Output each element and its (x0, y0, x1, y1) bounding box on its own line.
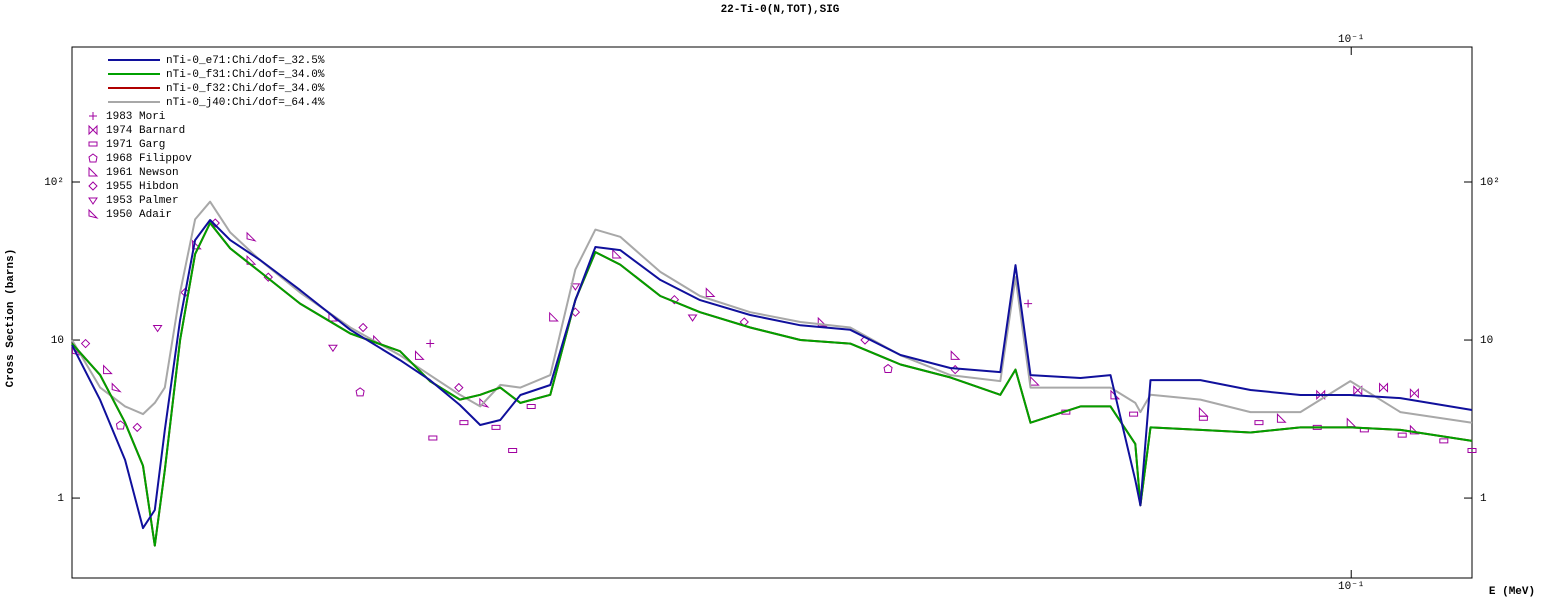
legend-marker (88, 208, 99, 219)
data-point (508, 447, 518, 453)
data-point (526, 403, 536, 409)
chart-title: 22-Ti-0(N,TOT),SIG (721, 4, 840, 16)
data-point (1254, 420, 1264, 426)
legend-marker (88, 197, 98, 205)
plot-frame (71, 46, 1473, 579)
y-tick-label: 1 (57, 493, 64, 505)
data-point (1316, 389, 1326, 401)
series-line (71, 222, 1473, 547)
data-point (1353, 385, 1363, 396)
legend-marker (89, 112, 97, 120)
data-point (1409, 388, 1419, 399)
y-tick-label: 10² (1480, 177, 1500, 189)
legend-label: 1968 Filippov (106, 153, 192, 165)
legend-label: 1971 Garg (106, 139, 165, 151)
data-point (705, 287, 716, 297)
data-point (1198, 415, 1208, 421)
legend-marker (88, 141, 98, 147)
x-tick-label: 10⁻¹ (1338, 34, 1364, 46)
data-point (1129, 411, 1139, 417)
legend-label: nTi-0_e71:Chi/dof=_32.5% (166, 55, 325, 67)
data-point (687, 314, 698, 322)
series-line (71, 219, 1473, 530)
legend-label: nTi-0_f31:Chi/dof=_34.0% (166, 69, 325, 81)
legend-marker (88, 181, 98, 191)
data-point (358, 322, 368, 333)
data-point (669, 294, 680, 305)
legend-marker (88, 124, 98, 136)
x-axis-label: E (MeV) (1489, 586, 1535, 598)
series-line (71, 222, 1473, 547)
data-point (1346, 417, 1357, 428)
data-point (115, 420, 125, 430)
legend-label: 1955 Hibdon (106, 181, 179, 193)
data-point (426, 339, 435, 348)
data-point (459, 420, 469, 426)
data-point (570, 283, 581, 291)
legend-label: 1974 Barnard (106, 125, 185, 137)
data-point (817, 316, 828, 327)
data-point (152, 325, 163, 333)
data-point (1024, 299, 1033, 308)
data-point (1379, 382, 1389, 393)
data-point (1030, 375, 1040, 386)
legend-label: 1950 Adair (106, 209, 172, 221)
legend-label: nTi-0_f32:Chi/dof=_34.0% (166, 83, 325, 95)
data-point (454, 382, 464, 393)
data-point (428, 435, 438, 441)
data-point (111, 382, 122, 393)
data-point (1276, 413, 1287, 423)
data-point (1409, 424, 1420, 435)
data-point (414, 350, 425, 360)
legend-label: 1961 Newson (106, 167, 179, 179)
data-point (549, 311, 559, 322)
data-point (1467, 447, 1477, 453)
legend-label: nTi-0_j40:Chi/dof=_64.4% (166, 97, 325, 109)
data-point (950, 350, 961, 360)
data-point (103, 364, 113, 375)
y-tick-label: 10 (1480, 335, 1493, 347)
series-line (71, 200, 1473, 424)
data-point (355, 387, 365, 397)
data-point (491, 424, 501, 430)
x-tick-label: 10⁻¹ (1338, 581, 1364, 593)
data-point (246, 231, 257, 242)
data-point (80, 338, 91, 349)
data-point (1439, 438, 1449, 444)
legend-marker (88, 153, 98, 163)
y-tick-label: 10 (51, 335, 64, 347)
data-point (883, 363, 893, 374)
legend-label: 1953 Palmer (106, 195, 179, 207)
y-tick-label: 10² (44, 177, 64, 189)
legend-marker (88, 166, 99, 177)
data-point (1397, 432, 1407, 438)
data-point (132, 422, 142, 433)
y-tick-label: 1 (1480, 493, 1487, 505)
y-axis-label: Cross Section (barns) (5, 249, 17, 388)
legend-label: 1983 Mori (106, 111, 166, 123)
data-point (328, 344, 338, 353)
data-point (1198, 406, 1209, 417)
data-point (612, 248, 622, 259)
